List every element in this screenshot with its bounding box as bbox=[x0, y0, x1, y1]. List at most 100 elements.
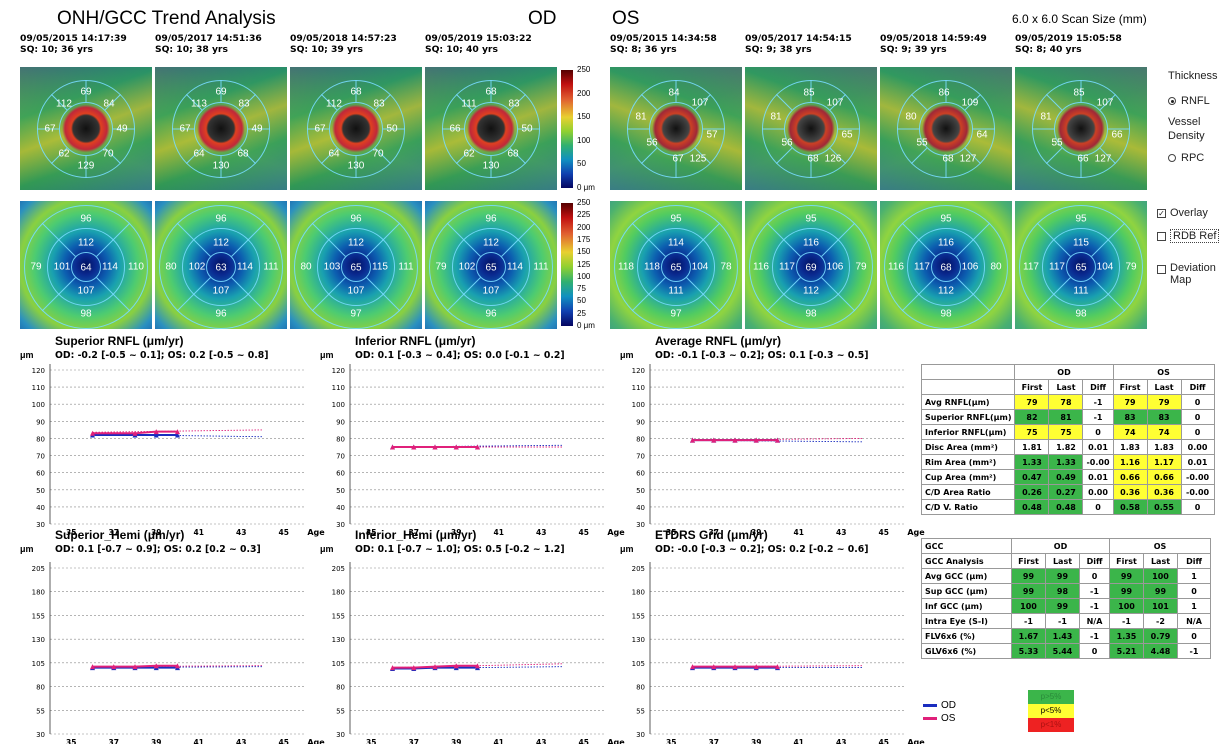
etdrs-lines bbox=[446, 222, 536, 312]
x-tick-label: 43 bbox=[236, 528, 246, 537]
table-header: Last bbox=[1143, 553, 1178, 569]
radio-unselected-icon[interactable] bbox=[1168, 154, 1176, 163]
data-point[interactable] bbox=[153, 663, 159, 669]
sector-value: 109 bbox=[961, 97, 979, 109]
gcc-thickness-map[interactable]: 95 116 116 117 69 106 79 112 98 bbox=[745, 201, 877, 329]
data-point[interactable] bbox=[90, 664, 95, 670]
deviation-label: Deviation bbox=[1170, 262, 1216, 274]
overlay-checkbox[interactable]: ✓ Overlay bbox=[1157, 207, 1208, 219]
sector-value: 55 bbox=[1051, 137, 1063, 149]
gcc-thickness-map[interactable]: 96 112 79 102 65 114 111 107 96 bbox=[425, 201, 557, 329]
etdrs-ring bbox=[47, 228, 125, 306]
x-tick-label: 35 bbox=[66, 738, 76, 744]
rnfl-thickness-map[interactable]: 81 85 107 66 127 66 55 bbox=[1015, 67, 1147, 190]
colorbar-tick: 100 bbox=[577, 271, 591, 281]
data-point[interactable] bbox=[732, 664, 738, 670]
data-point[interactable] bbox=[390, 444, 395, 450]
etdrs-value: 95 bbox=[1075, 213, 1087, 225]
table-cell: 99 bbox=[1045, 568, 1080, 584]
etdrs-value: 112 bbox=[348, 237, 364, 249]
y-tick-label: 40 bbox=[36, 504, 45, 512]
etdrs-value: 98 bbox=[1075, 308, 1087, 320]
data-point[interactable] bbox=[411, 665, 417, 671]
table-cell: 0.27 bbox=[1048, 484, 1084, 500]
gcc-thickness-map[interactable]: 96 112 80 102 63 114 111 107 96 bbox=[155, 201, 287, 329]
data-point[interactable] bbox=[153, 432, 159, 438]
y-unit: μm bbox=[20, 350, 34, 360]
gcc-colorbar bbox=[561, 203, 573, 326]
data-point[interactable] bbox=[732, 437, 738, 443]
x-tick-label: 39 bbox=[451, 738, 461, 744]
gcc-thickness-map[interactable]: 95 115 117 117 65 104 79 111 98 bbox=[1015, 201, 1147, 329]
rnfl-thickness-map[interactable]: 66 111 68 83 50 68 130 62 bbox=[425, 67, 557, 190]
table-cell: 0.79 bbox=[1143, 628, 1178, 644]
y-tick-label: 90 bbox=[636, 418, 645, 426]
etdrs-ring bbox=[637, 228, 715, 306]
checkbox-checked-icon[interactable]: ✓ bbox=[1157, 208, 1166, 218]
gcc-thickness-map[interactable]: 95 116 116 117 68 106 80 112 98 bbox=[880, 201, 1012, 329]
sector-value: 56 bbox=[646, 137, 658, 149]
etdrs-value: 117 bbox=[779, 261, 795, 273]
data-point[interactable] bbox=[453, 663, 459, 669]
table-header: First bbox=[1014, 379, 1050, 395]
data-point[interactable] bbox=[753, 664, 759, 670]
etdrs-value: 117 bbox=[914, 261, 930, 273]
rnfl-thickness-map[interactable]: 67 113 69 83 49 68 130 64 bbox=[155, 67, 287, 190]
legend-od-label: OD bbox=[941, 700, 956, 711]
data-point[interactable] bbox=[132, 664, 138, 670]
data-point[interactable] bbox=[175, 432, 180, 438]
rnfl-thickness-map[interactable]: 67 112 68 83 50 70 130 64 bbox=[290, 67, 422, 190]
scan-date: 09/05/2018 14:59:49 bbox=[880, 33, 987, 44]
rnfl-radio[interactable]: RNFL bbox=[1168, 95, 1210, 107]
rnfl-thickness-map[interactable]: 81 85 107 65 126 68 56 bbox=[745, 67, 877, 190]
data-point[interactable] bbox=[175, 429, 180, 435]
data-point[interactable] bbox=[175, 663, 180, 669]
gcc-thickness-map[interactable]: 96 112 80 103 65 115 111 107 97 bbox=[290, 201, 422, 329]
data-point[interactable] bbox=[690, 664, 695, 670]
x-axis-label: Age bbox=[907, 738, 925, 744]
radio-selected-icon[interactable] bbox=[1168, 97, 1176, 106]
data-point[interactable] bbox=[711, 437, 717, 443]
significance-legend: p>5% p<5% p<1% bbox=[1028, 690, 1074, 732]
sector-value: 80 bbox=[905, 111, 917, 123]
data-point[interactable] bbox=[390, 665, 395, 671]
sector-lines bbox=[37, 80, 135, 178]
checkbox-unchecked-icon[interactable] bbox=[1157, 265, 1166, 274]
y-tick-label: 55 bbox=[636, 707, 645, 715]
checkbox-unchecked-icon[interactable] bbox=[1157, 231, 1166, 241]
data-point[interactable] bbox=[432, 664, 438, 670]
rnfl-thickness-map[interactable]: 67 112 69 84 49 70 129 62 bbox=[20, 67, 152, 190]
data-point[interactable] bbox=[775, 664, 780, 670]
rnfl-thickness-map[interactable]: 81 84 107 57 125 67 56 bbox=[610, 67, 742, 190]
data-point[interactable] bbox=[475, 444, 480, 450]
sector-lines bbox=[897, 80, 995, 178]
table-cell: 100 bbox=[1109, 598, 1144, 614]
rdb-ref-checkbox[interactable]: RDB Ref bbox=[1157, 229, 1220, 243]
table-header: Diff bbox=[1180, 379, 1215, 395]
data-point[interactable] bbox=[132, 430, 138, 436]
data-point[interactable] bbox=[153, 429, 159, 435]
table-row: Inf GCC (μm) 100 99 -1 100 101 1 bbox=[921, 598, 1211, 614]
data-point[interactable] bbox=[753, 437, 759, 443]
etdrs-ring bbox=[1019, 205, 1143, 329]
chart-title: ETDRS Grid (μm/yr) bbox=[655, 528, 768, 542]
y-tick-label: 30 bbox=[336, 521, 345, 529]
etdrs-value: 98 bbox=[805, 308, 817, 320]
gcc-thickness-map[interactable]: 95 114 118 118 65 104 78 111 97 bbox=[610, 201, 742, 329]
etdrs-value: 111 bbox=[1073, 285, 1089, 297]
data-point[interactable] bbox=[453, 444, 459, 450]
data-point[interactable] bbox=[690, 437, 695, 443]
data-point[interactable] bbox=[711, 664, 717, 670]
etdrs-value: 116 bbox=[888, 261, 904, 273]
data-point[interactable] bbox=[111, 664, 117, 670]
data-point[interactable] bbox=[432, 444, 438, 450]
rnfl-thickness-map[interactable]: 80 86 109 64 127 68 55 bbox=[880, 67, 1012, 190]
rpc-radio[interactable]: RPC bbox=[1168, 152, 1204, 164]
data-point[interactable] bbox=[90, 430, 95, 436]
data-point[interactable] bbox=[475, 663, 480, 669]
deviation-map-checkbox[interactable]: Deviation Map bbox=[1157, 262, 1216, 286]
data-point[interactable] bbox=[775, 437, 780, 443]
gcc-thickness-map[interactable]: 96 112 79 101 64 114 110 107 98 bbox=[20, 201, 152, 329]
y-tick-label: 110 bbox=[632, 384, 645, 392]
data-point[interactable] bbox=[411, 444, 417, 450]
